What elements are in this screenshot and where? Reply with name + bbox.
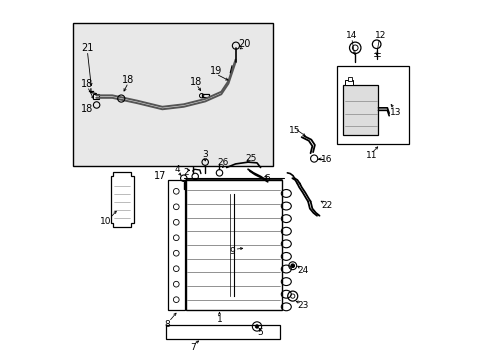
Bar: [165, 325, 280, 339]
Text: 3: 3: [202, 150, 208, 159]
Bar: [347, 77, 351, 81]
Text: 24: 24: [297, 266, 308, 275]
Text: 14: 14: [346, 31, 357, 40]
Text: 18: 18: [81, 78, 93, 89]
Bar: [167, 180, 184, 310]
Bar: [93, 94, 99, 99]
Text: 1: 1: [216, 315, 222, 324]
Bar: [185, 180, 282, 310]
Text: 23: 23: [297, 301, 308, 310]
Text: 21: 21: [81, 43, 93, 53]
Text: 2: 2: [183, 168, 189, 177]
Text: 13: 13: [389, 108, 400, 117]
Text: 18: 18: [190, 77, 202, 87]
Polygon shape: [110, 172, 134, 227]
Bar: [73, 23, 272, 166]
Text: 18: 18: [122, 75, 134, 85]
Text: 20: 20: [238, 39, 250, 49]
Text: 4: 4: [174, 165, 180, 174]
Text: 25: 25: [245, 154, 256, 163]
Text: 8: 8: [164, 320, 170, 329]
Text: 7: 7: [189, 343, 195, 352]
Text: 15: 15: [288, 126, 300, 135]
Text: 10: 10: [100, 217, 111, 226]
Bar: [344, 80, 353, 85]
Text: 16: 16: [320, 155, 332, 164]
Bar: [337, 66, 408, 144]
Text: 6: 6: [264, 174, 269, 183]
Text: 17: 17: [154, 171, 166, 181]
Circle shape: [290, 264, 294, 267]
Bar: [342, 85, 378, 135]
Text: 19: 19: [209, 66, 222, 76]
Text: 26: 26: [217, 158, 228, 167]
Text: 5: 5: [257, 328, 263, 337]
Bar: [201, 94, 209, 98]
Text: 12: 12: [374, 31, 386, 40]
Text: 11: 11: [365, 151, 376, 160]
Text: 18: 18: [81, 104, 93, 113]
Text: 22: 22: [321, 201, 332, 210]
Circle shape: [255, 325, 258, 328]
Text: 9: 9: [229, 247, 234, 256]
